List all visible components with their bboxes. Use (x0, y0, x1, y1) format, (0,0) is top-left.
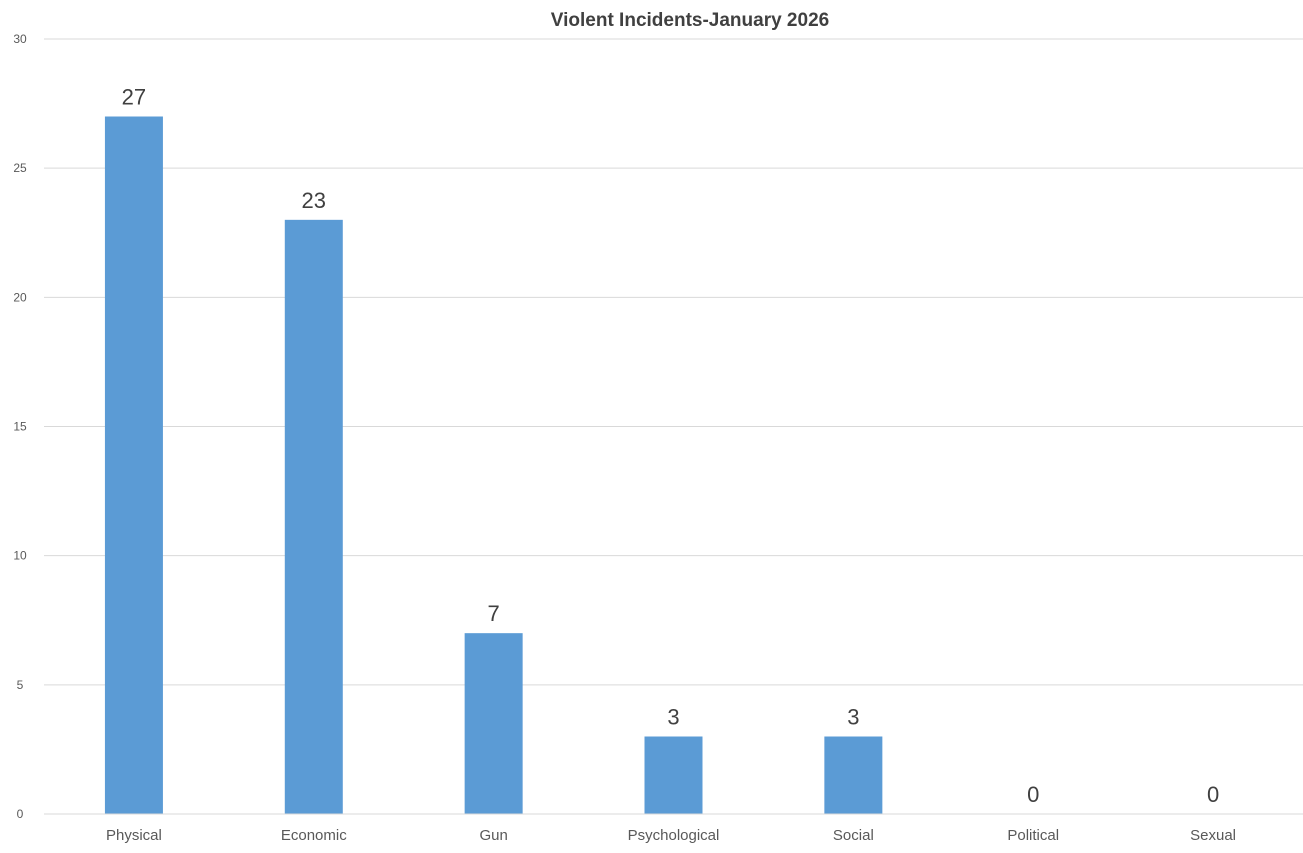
y-tick-label: 10 (13, 549, 27, 563)
y-tick-label: 15 (13, 420, 27, 434)
data-label: 0 (1027, 782, 1039, 807)
y-tick-label: 25 (13, 161, 27, 175)
bar (824, 736, 883, 814)
y-tick-label: 0 (17, 807, 24, 821)
x-tick-label: Psychological (628, 827, 720, 844)
data-label: 0 (1207, 782, 1219, 807)
chart-title: Violent Incidents-January 2026 (551, 10, 829, 31)
data-labels: 27 23 7 3 3 0 0 (122, 85, 1220, 808)
bars (104, 116, 883, 815)
y-axis: 0 5 10 15 20 25 30 (13, 32, 27, 821)
bar (284, 219, 343, 815)
x-tick-label: Economic (281, 827, 347, 844)
gridlines (44, 38, 1303, 686)
bar (644, 736, 703, 814)
data-label: 27 (122, 85, 146, 110)
x-tick-label: Sexual (1190, 827, 1236, 844)
x-axis: Physical Economic Gun Psychological Social Po… (44, 813, 1303, 844)
y-tick-label: 30 (13, 32, 27, 46)
bar (464, 633, 523, 814)
x-tick-label: Social (833, 827, 874, 844)
x-tick-label: Political (1007, 827, 1059, 844)
y-tick-label: 20 (13, 290, 27, 304)
data-label: 3 (667, 705, 679, 730)
data-label: 7 (488, 601, 500, 626)
data-label: 23 (302, 188, 326, 213)
y-tick-label: 5 (17, 678, 24, 692)
data-label: 3 (847, 705, 859, 730)
x-tick-label: Gun (479, 827, 507, 844)
bar (104, 116, 163, 814)
x-tick-label: Physical (106, 827, 162, 844)
